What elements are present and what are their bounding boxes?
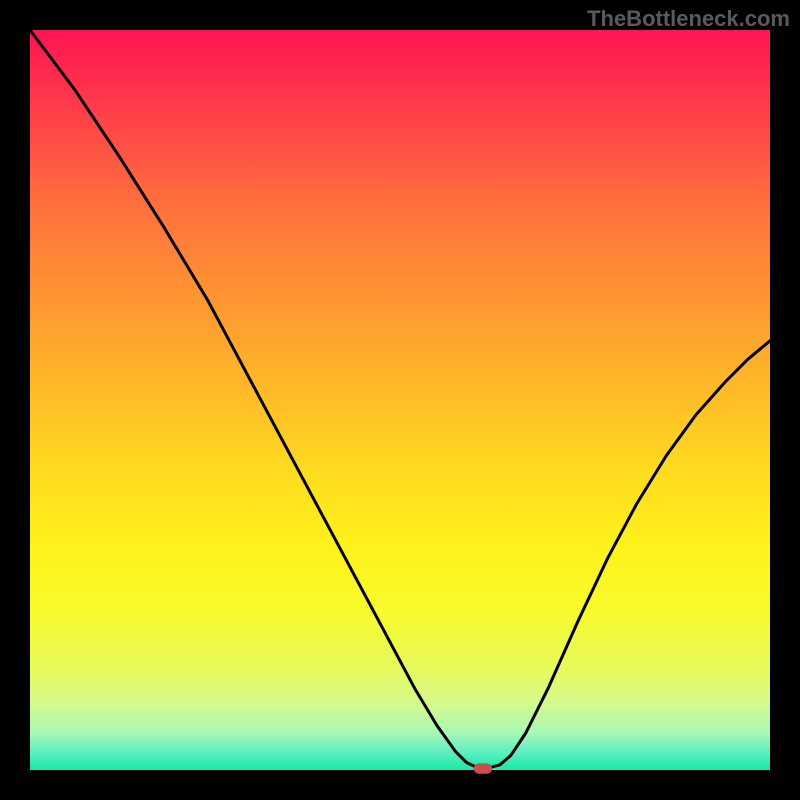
- bottleneck-chart: [0, 0, 800, 800]
- watermark-text: TheBottleneck.com: [587, 6, 790, 32]
- optimal-point-marker: [474, 763, 493, 773]
